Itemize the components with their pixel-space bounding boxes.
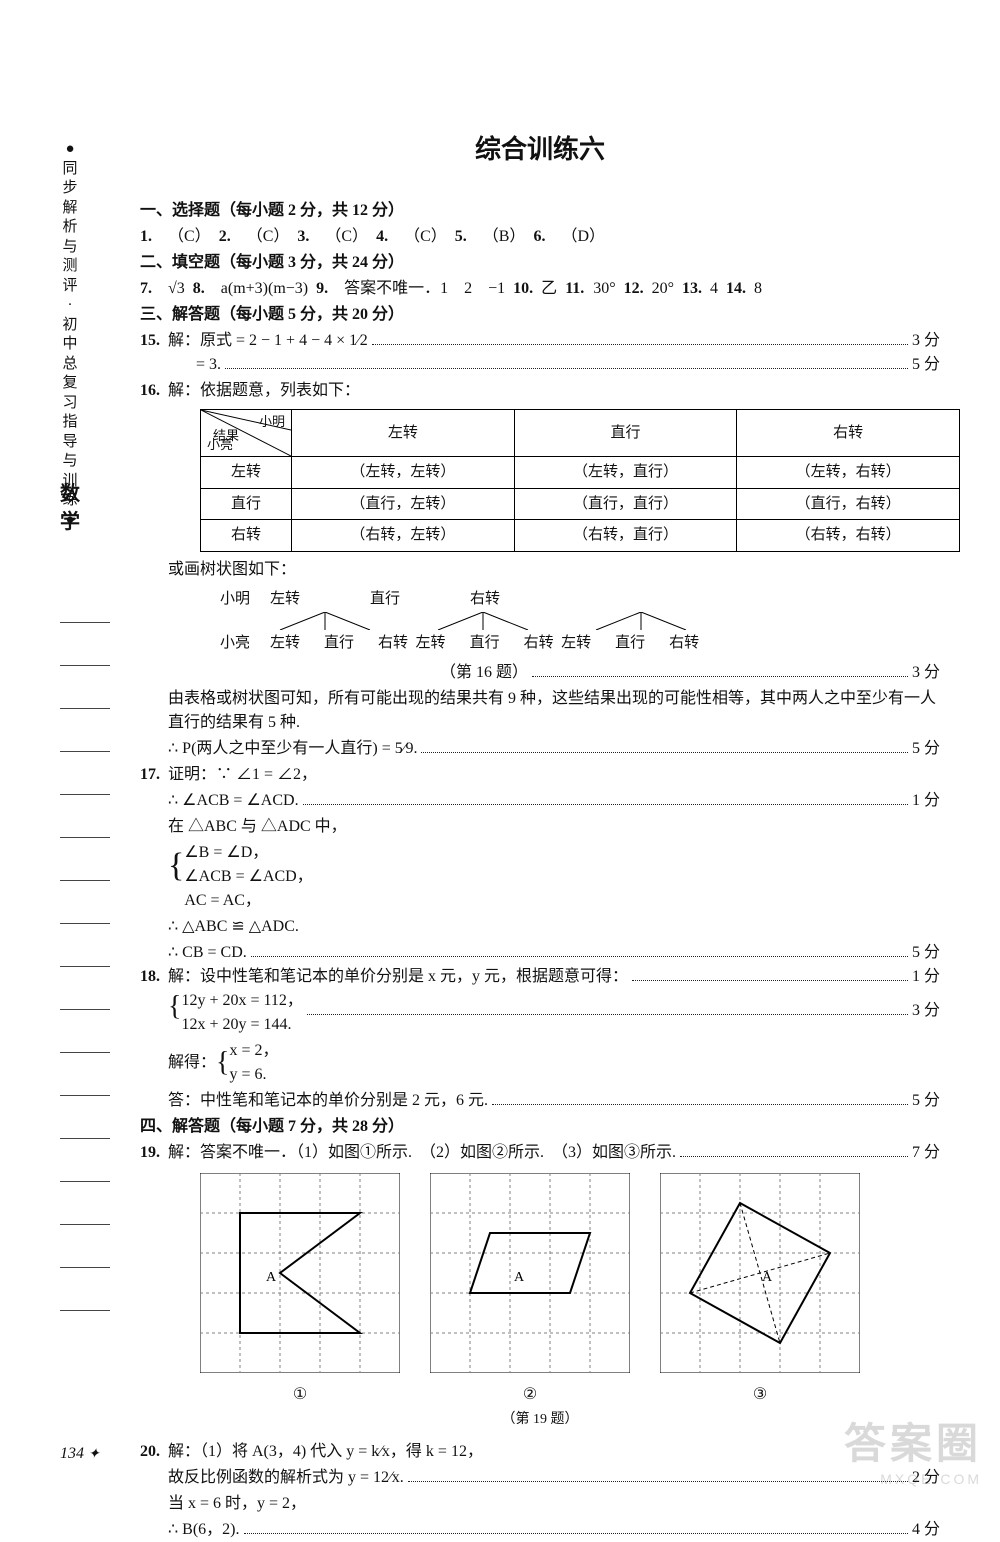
q17-l3: 在 △ABC 与 △ADC 中，: [168, 815, 940, 839]
section-heading: 二、填空题（每小题 3 分，共 24 分）: [140, 251, 940, 275]
svg-text:A: A: [266, 1270, 277, 1285]
q17-l1: 17. 证明：∵ ∠1 = ∠2，: [140, 763, 940, 787]
q16-figlabel: （第 16 题） 3 分: [140, 661, 940, 685]
q19-intro: 19. 解：答案不唯一．（1）如图①所示. （2）如图②所示. （3）如图③所示…: [140, 1141, 940, 1165]
q16-tree-intro: 或画树状图如下：: [168, 558, 940, 582]
q17-l4: ∴ △ABC ≌ △ADC.: [168, 915, 940, 939]
q17-l2: ∴ ∠ACB = ∠ACD.1 分: [168, 789, 940, 813]
watermark: 答案圈 MXQE.COM: [844, 1410, 982, 1487]
q20-l2: 故反比例函数的解析式为 y = 12⁄x. 2 分: [168, 1466, 940, 1490]
main-content: 综合训练六 一、选择题（每小题 2 分，共 12 分） 1. （C） 2. （C…: [140, 130, 940, 1542]
svg-text:A: A: [514, 1270, 525, 1285]
q20-l3: 当 x = 6 时，y = 2，: [168, 1492, 940, 1516]
q19-fig3: A: [660, 1173, 860, 1373]
q16-tree: 小明 左转直行右转 小亮 左转直行右转 左转直行右转 左转直行右转: [220, 588, 940, 655]
q15-line2: = 3.5 分: [196, 353, 940, 377]
star-icon: ✦: [88, 1447, 100, 1462]
q20-l4: ∴ B(6，2).4 分: [168, 1518, 940, 1542]
q19-fig1: A: [200, 1173, 400, 1373]
svg-text:A: A: [762, 1270, 773, 1285]
q18-eqs: { 12y + 20x = 112，12x + 20y = 144. 3 分: [168, 989, 940, 1037]
fill-answers: 7. √3 8. a(m+3)(m−3) 9. 答案不唯一．1 2 −1 10.…: [140, 277, 940, 301]
q19-caption: （第 19 题）: [140, 1409, 940, 1430]
q19-figures: A ① A ② A ③: [200, 1173, 940, 1407]
q17-l5: ∴ CB = CD.5 分: [168, 941, 940, 965]
q16-table: 小明 结果 小亮 左转直行右转 左转（左转，左转）（左转，直行）（左转，右转） …: [200, 409, 960, 552]
page-number: 134 ✦: [60, 1445, 100, 1463]
q15-line1: 15. 解：原式 = 2 − 1 + 4 − 4 × 1⁄2 3 分: [140, 329, 940, 353]
q19-fig2: A: [430, 1173, 630, 1373]
page-title: 综合训练六: [140, 130, 940, 169]
q16-prob: ∴ P(两人之中至少有一人直行) = 5⁄9. 5 分: [168, 737, 940, 761]
q18-l1: 18. 解：设中性笔和笔记本的单价分别是 x 元，y 元，根据题意可得： 1 分: [140, 965, 940, 989]
q18-sol: 解得：{ x = 2，y = 6.: [168, 1039, 940, 1087]
q17-brace: { ∠B = ∠D，∠ACB = ∠ACD，AC = AC，: [168, 841, 940, 913]
mc-answers: 1. （C） 2. （C） 3. （C） 4. （C） 5. （B） 6. （D…: [140, 225, 940, 249]
q16-intro: 16. 解：依据题意，列表如下：: [140, 379, 940, 403]
section-heading: 一、选择题（每小题 2 分，共 12 分）: [140, 199, 940, 223]
section-heading: 四、解答题（每小题 7 分，共 28 分）: [140, 1115, 940, 1139]
section-heading: 三、解答题（每小题 5 分，共 20 分）: [140, 303, 940, 327]
q16-explain: 由表格或树状图可知，所有可能出现的结果共有 9 种，这些结果出现的可能性相等，其…: [168, 687, 940, 735]
q20-l1: 20. 解：（1）将 A(3，4) 代入 y = k⁄x，得 k = 12，: [140, 1440, 940, 1464]
q18-ans: 答：中性笔和笔记本的单价分别是 2 元，6 元.5 分: [168, 1089, 940, 1113]
